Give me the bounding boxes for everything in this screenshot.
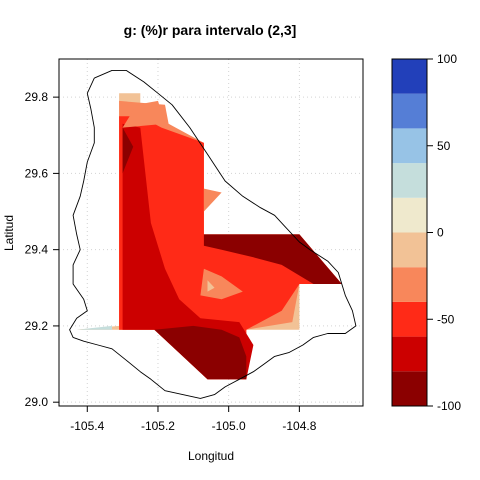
plot-frame bbox=[58, 58, 364, 407]
colorbar-swatch bbox=[392, 59, 427, 94]
y-tick-label: 29.4 bbox=[25, 243, 49, 257]
colorbar-swatch bbox=[392, 301, 427, 337]
colorbar-tick-label: -50 bbox=[437, 312, 455, 326]
x-tick-label: -105.0 bbox=[212, 419, 246, 433]
x-axis-label: Longitud bbox=[188, 449, 234, 463]
x-tick-label: -105.2 bbox=[141, 419, 175, 433]
contour-band bbox=[122, 100, 165, 128]
y-axis: 29.0 29.2 29.4 29.6 29.8 bbox=[25, 90, 59, 409]
y-tick-label: 29.6 bbox=[25, 166, 49, 180]
x-axis: -105.4 -105.2 -105.0 -104.8 bbox=[70, 406, 317, 433]
colorbar-swatch bbox=[392, 232, 427, 268]
y-tick-label: 29.2 bbox=[25, 319, 49, 333]
state-boundary bbox=[69, 69, 357, 399]
y-axis-label: Latitud bbox=[2, 215, 16, 251]
x-tick-label: -104.8 bbox=[282, 419, 316, 433]
colorbar-tick-label: 50 bbox=[437, 139, 451, 153]
colorbar: -100 -50 0 50 100 bbox=[391, 52, 461, 413]
contour-band bbox=[203, 188, 222, 212]
colorbar-tick-label: -100 bbox=[437, 399, 461, 413]
contour-band bbox=[76, 325, 112, 330]
colorbar-swatch bbox=[392, 336, 427, 372]
colorbar-tick-label: 0 bbox=[437, 226, 444, 240]
plot-area bbox=[76, 93, 342, 380]
colorbar-swatch bbox=[392, 93, 427, 129]
contour-band bbox=[203, 234, 342, 284]
colorbar-swatch bbox=[392, 128, 427, 164]
contour-band bbox=[200, 268, 243, 300]
contour-band bbox=[122, 123, 254, 380]
colorbar-swatch bbox=[392, 163, 427, 198]
contour-band bbox=[122, 127, 134, 174]
x-tick-label: -105.4 bbox=[70, 419, 104, 433]
chart-title: g: (%)r para intervalo (2,3] bbox=[124, 22, 297, 38]
colorbar-swatch bbox=[392, 267, 427, 302]
y-tick-label: 29.8 bbox=[25, 90, 49, 104]
contour-band bbox=[154, 325, 247, 380]
colorbar-tick-label: 100 bbox=[437, 52, 457, 66]
contour-band bbox=[207, 280, 215, 292]
boundary-line bbox=[69, 69, 357, 399]
colorbar-swatch bbox=[392, 371, 427, 406]
y-tick-label: 29.0 bbox=[25, 395, 49, 409]
colorbar-swatch bbox=[392, 197, 427, 233]
